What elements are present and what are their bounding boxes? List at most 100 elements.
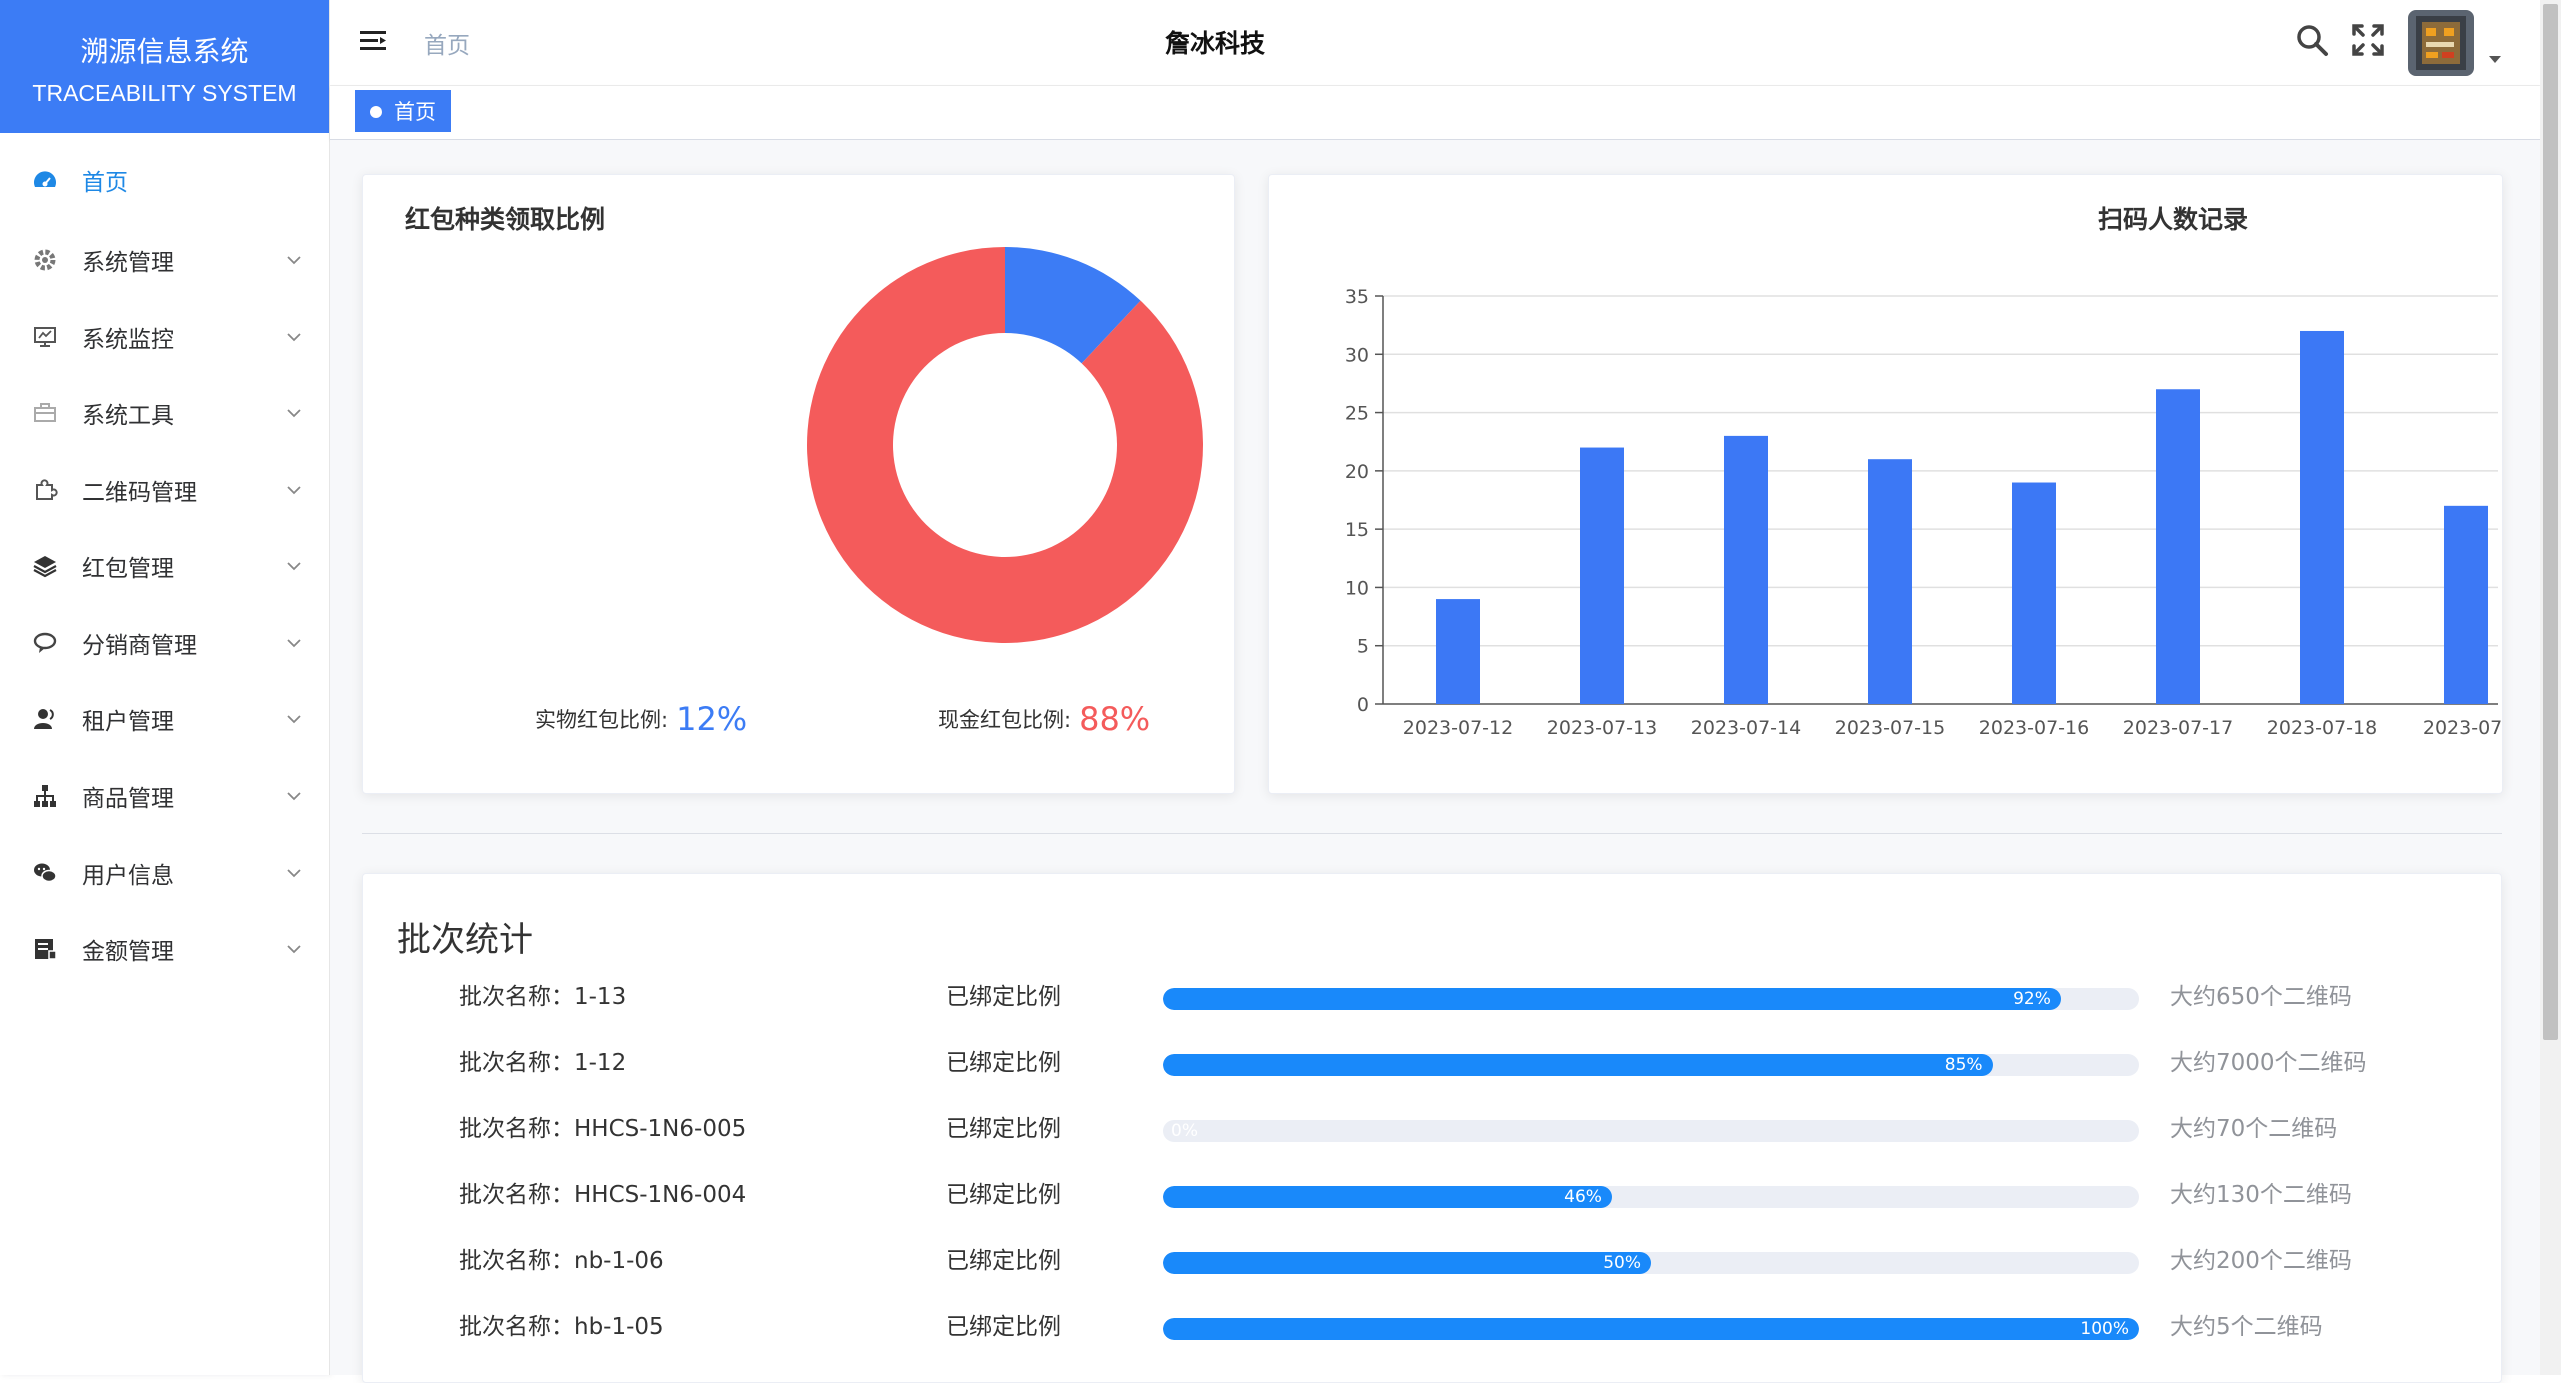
bound-ratio-label: 已绑定比例 (946, 1116, 1061, 1142)
page-scrollbar[interactable] (2540, 0, 2561, 1375)
search-icon[interactable] (2294, 22, 2330, 58)
sidebar-item-label: 金额管理 (82, 939, 174, 965)
x-tick-label: 2023-07-17 (2123, 717, 2233, 739)
batch-row: 批次名称：HHCS-1N6-005 已绑定比例 0% 大约70个二维码 (0, 1113, 2561, 1153)
sidebar-item-10[interactable]: 用户信息 (0, 843, 330, 903)
gear-icon (34, 249, 56, 271)
bar-chart-title: 扫码人数记录 (2098, 205, 2249, 234)
bar-2023-07-14[interactable] (1724, 435, 1768, 704)
donut-slice-2[interactable] (807, 247, 1203, 643)
progress-fill: 46% (1163, 1186, 1612, 1208)
chevron-down-icon (287, 562, 301, 571)
fullscreen-icon[interactable] (2350, 22, 2386, 58)
bound-ratio-label: 已绑定比例 (946, 984, 1061, 1010)
caret-down-icon[interactable] (2488, 55, 2502, 65)
batch-name: 批次名称：nb-1-06 (459, 1248, 664, 1274)
bound-ratio-label: 已绑定比例 (946, 1314, 1061, 1340)
batch-name: 批次名称：HHCS-1N6-004 (459, 1182, 747, 1208)
legend-physical: 实物红包比例: 12% (535, 700, 747, 738)
batch-title: 批次统计 (397, 920, 533, 960)
bar-2023-07-[interactable] (2444, 505, 2488, 704)
qr-count-note: 大约70个二维码 (2170, 1116, 2338, 1142)
legend-cash-label: 现金红包比例: (938, 708, 1072, 732)
sidebar-item-7[interactable]: 分销商管理 (0, 613, 330, 673)
progress-percent: 46% (1564, 1187, 1602, 1207)
brand-title-cn: 溯源信息系统 (80, 35, 249, 68)
sidebar-item-label: 二维码管理 (82, 480, 197, 506)
chevron-down-icon (287, 409, 301, 418)
navbar: 首页 詹冰科技 (330, 0, 2540, 86)
breadcrumb[interactable]: 首页 (424, 33, 470, 59)
x-tick-label: 2023-07- (2423, 717, 2503, 739)
y-tick-label: 0 (1357, 694, 1369, 716)
x-tick-label: 2023-07-16 (1979, 717, 2089, 739)
sidebar-item-11[interactable]: 金额管理 (0, 919, 330, 979)
brand-title-en: TRACEABILITY SYSTEM (32, 80, 297, 106)
bar-2023-07-18[interactable] (2300, 330, 2344, 704)
progress-bar: 50% (1163, 1252, 2139, 1274)
ledger-icon (35, 939, 57, 960)
y-tick-label: 10 (1345, 577, 1369, 599)
qr-count-note: 大约200个二维码 (2170, 1248, 2352, 1274)
bar-2023-07-12[interactable] (1436, 599, 1480, 704)
brand-logo[interactable]: 溯源信息系统 TRACEABILITY SYSTEM (0, 0, 329, 133)
wechat-icon (34, 863, 57, 883)
sidebar-item-6[interactable]: 红包管理 (0, 536, 330, 596)
sidebar-item-label: 租户管理 (82, 709, 174, 735)
chevron-down-icon (287, 333, 301, 342)
batch-name: 批次名称：1-12 (459, 1050, 627, 1076)
y-tick-label: 5 (1357, 636, 1369, 658)
batch-row: 批次名称：HHCS-1N6-004 已绑定比例 46% 大约130个二维码 (0, 1179, 2561, 1219)
toolbox-icon (34, 403, 56, 422)
monitor-icon (34, 327, 56, 347)
layers-icon (33, 556, 57, 578)
qr-count-note: 大约5个二维码 (2170, 1314, 2323, 1340)
dashboard-icon (34, 171, 56, 187)
donut-chart (807, 247, 1203, 643)
sidebar-item-label: 商品管理 (82, 786, 174, 812)
tag-home[interactable]: 首页 (355, 90, 451, 132)
scrollbar-thumb[interactable] (2543, 4, 2558, 1040)
sidebar-item-2[interactable]: 系统管理 (0, 230, 330, 290)
qr-count-note: 大约130个二维码 (2170, 1182, 2352, 1208)
sidebar-item-4[interactable]: 系统工具 (0, 383, 330, 443)
batch-row: 批次名称：1-13 已绑定比例 92% 大约650个二维码 (0, 981, 2561, 1021)
chevron-down-icon (287, 715, 301, 724)
progress-bar: 0% (1163, 1120, 2139, 1142)
sidebar-item-5[interactable]: 二维码管理 (0, 460, 330, 520)
chevron-down-icon (287, 639, 301, 648)
bar-2023-07-13[interactable] (1580, 447, 1624, 704)
sidebar-item-9[interactable]: 商品管理 (0, 766, 330, 826)
progress-fill: 92% (1163, 988, 2061, 1010)
y-tick-label: 20 (1345, 461, 1369, 483)
company-name: 詹冰科技 (1164, 29, 1265, 58)
batch-name: 批次名称：1-13 (459, 984, 627, 1010)
hamburger-icon[interactable] (358, 26, 388, 56)
progress-percent: 100% (2080, 1319, 2129, 1339)
bar-2023-07-17[interactable] (2156, 389, 2200, 704)
batch-name: 批次名称：HHCS-1N6-005 (459, 1116, 747, 1142)
sidebar-item-8[interactable]: 租户管理 (0, 689, 330, 749)
bar-2023-07-15[interactable] (1868, 459, 1912, 704)
pie-chart-title: 红包种类领取比例 (405, 205, 606, 234)
batch-row: 批次名称：nb-1-06 已绑定比例 50% 大约200个二维码 (0, 1245, 2561, 1285)
sidebar: 溯源信息系统 TRACEABILITY SYSTEM 首页系统管理系统监控系统工… (0, 0, 330, 1375)
y-tick-label: 30 (1345, 344, 1369, 366)
progress-fill: 85% (1163, 1054, 1993, 1076)
y-tick-label: 35 (1345, 286, 1369, 308)
progress-percent: 85% (1944, 1055, 1983, 1075)
batch-name: 批次名称：hb-1-05 (459, 1314, 664, 1340)
donut-slice-1[interactable] (1005, 247, 1141, 364)
avatar[interactable] (2408, 10, 2474, 76)
bound-ratio-label: 已绑定比例 (946, 1182, 1061, 1208)
chevron-down-icon (287, 869, 301, 878)
progress-bar: 100% (1163, 1318, 2139, 1340)
chat-icon (33, 632, 57, 653)
sidebar-item-1[interactable]: 首页 (0, 150, 330, 210)
batch-row: 批次名称：1-12 已绑定比例 85% 大约7000个二维码 (0, 1047, 2561, 1087)
batch-row: 批次名称：hb-1-05 已绑定比例 100% 大约5个二维码 (0, 1311, 2561, 1351)
bar-2023-07-16[interactable] (2012, 482, 2056, 704)
sidebar-item-3[interactable]: 系统监控 (0, 307, 330, 367)
tags-view: 首页 (330, 86, 2540, 140)
bound-ratio-label: 已绑定比例 (946, 1248, 1061, 1274)
